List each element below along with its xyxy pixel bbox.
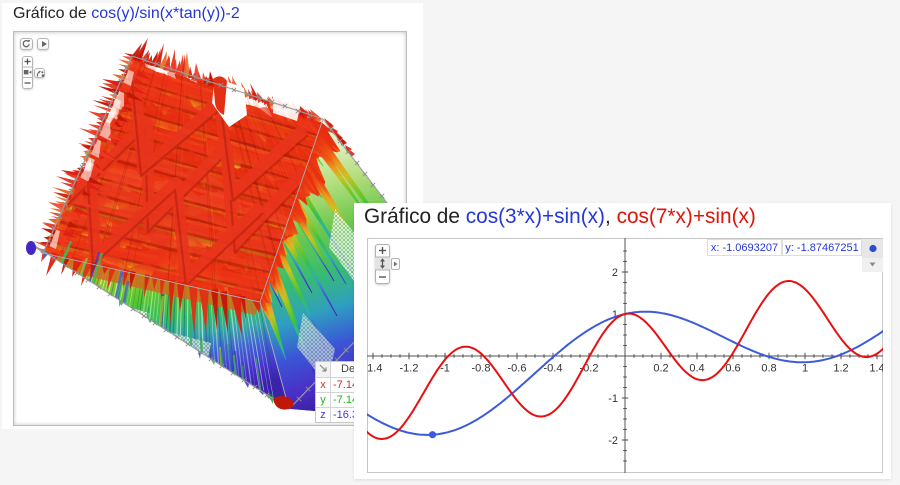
svg-text:0.6: 0.6	[725, 363, 740, 375]
svg-text:1: 1	[612, 309, 618, 321]
svg-text:1: 1	[802, 363, 808, 375]
svg-text:0.2: 0.2	[653, 363, 668, 375]
svg-text:-1: -1	[440, 363, 450, 375]
svg-text:2: 2	[612, 267, 618, 279]
svg-text:0.8: 0.8	[761, 363, 776, 375]
svg-text:-2: -2	[608, 435, 618, 447]
svg-text:-1: -1	[608, 393, 618, 405]
svg-text:0.4: 0.4	[689, 363, 704, 375]
svg-text:-0.8: -0.8	[472, 363, 491, 375]
svg-text:-1.4: -1.4	[367, 363, 382, 375]
svg-text:-1.2: -1.2	[400, 363, 419, 375]
svg-text:1.4: 1.4	[869, 363, 883, 375]
svg-text:-0.6: -0.6	[508, 363, 527, 375]
svg-text:1.2: 1.2	[833, 363, 848, 375]
svg-text:-0.4: -0.4	[544, 363, 563, 375]
